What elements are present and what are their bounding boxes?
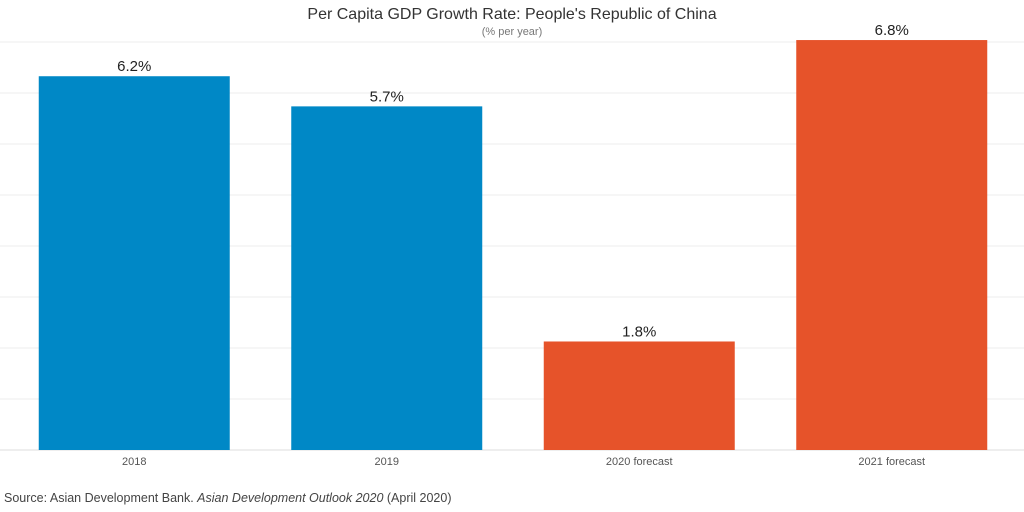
chart-title: Per Capita GDP Growth Rate: People's Rep…: [307, 6, 717, 23]
x-tick-label: 2020 forecast: [606, 456, 673, 468]
value-label: 5.7%: [370, 88, 404, 105]
value-label: 1.8%: [622, 323, 656, 340]
source-suffix: (April 2020): [383, 491, 452, 505]
value-label: 6.2%: [117, 58, 151, 75]
chart-subtitle: (% per year): [481, 26, 543, 38]
bar-2020-forecast[interactable]: [543, 341, 735, 450]
value-labels: 6.2% 5.7% 1.8% 6.8%: [117, 22, 909, 340]
bars: [38, 40, 988, 451]
bar-2019[interactable]: [291, 106, 483, 450]
x-tick-label: 2018: [122, 456, 146, 468]
value-label: 6.8%: [875, 22, 909, 39]
bar-2018[interactable]: [38, 76, 230, 450]
source-note: Source: Asian Development Bank. Asian De…: [4, 491, 452, 505]
source-publication: Asian Development Outlook 2020: [197, 491, 384, 505]
source-prefix: Source: Asian Development Bank.: [4, 491, 198, 505]
x-tick-label: 2021 forecast: [858, 456, 925, 468]
x-tick-labels: 2018 2019 2020 forecast 2021 forecast: [122, 456, 925, 468]
x-tick-label: 2019: [375, 456, 399, 468]
bar-2021-forecast[interactable]: [796, 40, 988, 451]
bar-chart: 6.2%5.7%1.8%6.8% 2018 2019 2020 forecast 20…: [0, 22, 1024, 468]
